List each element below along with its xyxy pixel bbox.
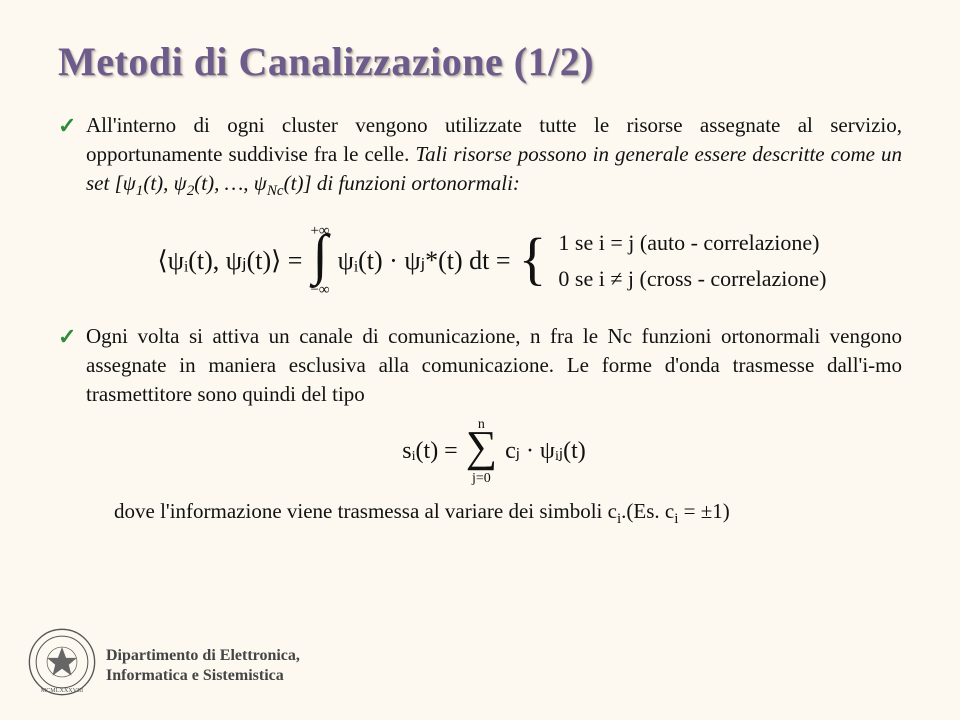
f1-integrand: ψᵢ(t) · ψⱼ*(t) dt = [334, 224, 515, 298]
slide: Metodi di Canalizzazione (1/2) All'inter… [0, 0, 960, 720]
f2-sum: n ∑ j=0 [462, 417, 501, 487]
f2-sum-low: j=0 [466, 471, 497, 486]
b1-m2: (t), ψ [143, 171, 186, 195]
b1-psi1: ψ [123, 171, 136, 195]
formula-2-table: sᵢ(t) = n ∑ j=0 cⱼ · ψᵢⱼ(t) [398, 417, 589, 487]
title-page-number: (1/2) [514, 39, 594, 84]
f1-int-low: −∞ [310, 283, 329, 298]
formula-1: ⟨ψᵢ(t), ψⱼ(t)⟩ = +∞ ∫ −∞ ψᵢ(t) · ψⱼ*(t) … [86, 224, 902, 298]
b1-m4: (t)] di funzioni ortonormali: [284, 171, 520, 195]
f2-lhs: sᵢ(t) = [398, 417, 461, 487]
f2-term: cⱼ · ψᵢⱼ(t) [501, 417, 590, 487]
b1-m3: (t), …, ψ [194, 171, 267, 195]
b2-pre: dove l'informazione viene trasmessa al v… [114, 499, 617, 523]
svg-text:MCMLXXXVIII: MCMLXXXVIII [41, 688, 83, 694]
university-seal-icon: MCMLXXXVIII [28, 628, 96, 696]
bullet-2-text: Ogni volta si attiva un canale di comuni… [86, 324, 902, 406]
bullet-list: All'interno di ogni cluster vengono util… [58, 111, 902, 530]
b2-mid: .(Es. c [621, 499, 674, 523]
b1-s3: Nc [267, 183, 284, 199]
title-main: Metodi di Canalizzazione [58, 39, 503, 84]
slide-title: Metodi di Canalizzazione (1/2) [58, 38, 902, 85]
bullet-2-note: dove l'informazione viene trasmessa al v… [114, 497, 902, 530]
integral-sign: ∫ [312, 224, 327, 286]
f1-case2: 0 se i ≠ j (cross - correlazione) [554, 261, 830, 297]
footer-line-2: Informatica e Sistemistica [106, 666, 300, 686]
f1-lhs: ⟨ψᵢ(t), ψⱼ(t)⟩ = [154, 224, 307, 298]
f1-case1: 1 se i = j (auto - correlazione) [554, 225, 830, 261]
formula-2: sᵢ(t) = n ∑ j=0 cⱼ · ψᵢⱼ(t) [86, 417, 902, 487]
bullet-2: Ogni volta si attiva un canale di comuni… [58, 322, 902, 530]
sum-sign: ∑ [466, 422, 497, 471]
footer-line-1: Dipartimento di Elettronica, [106, 646, 300, 666]
f1-cases: 1 se i = j (auto - correlazione) 0 se i … [554, 225, 830, 298]
b2-post: = ±1) [678, 499, 729, 523]
formula-1-table: ⟨ψᵢ(t), ψⱼ(t)⟩ = +∞ ∫ −∞ ψᵢ(t) · ψⱼ*(t) … [154, 224, 835, 298]
f1-integral: +∞ ∫ −∞ [306, 224, 333, 298]
f1-brace: { [519, 226, 547, 291]
bullet-1: All'interno di ogni cluster vengono util… [58, 111, 902, 298]
footer: Dipartimento di Elettronica, Informatica… [106, 646, 300, 686]
